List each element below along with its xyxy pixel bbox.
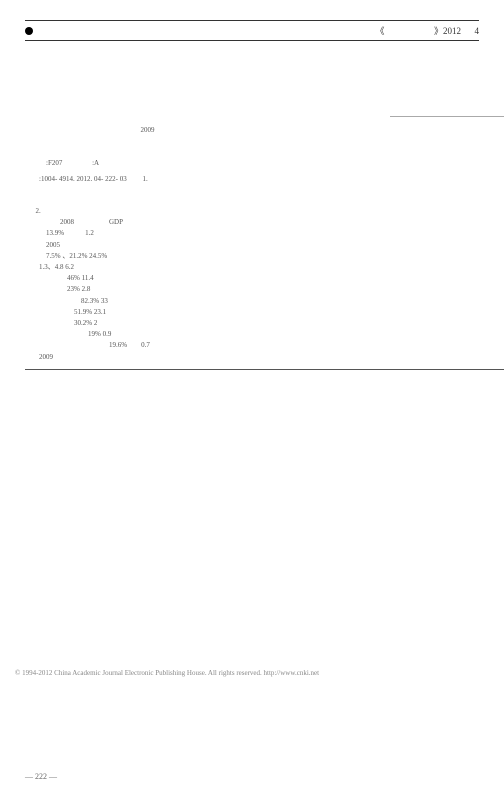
journal-spacer <box>463 26 472 36</box>
article-title-block: 2009 <box>25 63 504 106</box>
article-id: :1004- 4914. 2012. 04- 222- 03 <box>39 175 127 183</box>
left-column: 2009 2009 2009 61 <box>25 53 504 791</box>
article-title <box>25 63 504 81</box>
page-header: 《 》2012 4 <box>25 24 479 41</box>
header-dot <box>25 27 33 35</box>
title-year: 2009 <box>25 81 504 95</box>
footnote-rule <box>25 369 504 370</box>
journal-year: 》2012 <box>434 26 461 36</box>
classification-row: :F207 :A <box>25 158 504 169</box>
author-line <box>25 95 504 106</box>
keywords <box>25 141 504 152</box>
title-rule <box>390 116 504 117</box>
journal-name <box>387 26 432 36</box>
body-para-1 <box>25 190 504 201</box>
section-2-para: 2. 2008 GDP 13.9% 1.2 2005 7.5% 、21.2% 2… <box>25 206 504 363</box>
journal-ref: 《 》2012 4 <box>375 24 479 37</box>
abstract: 2009 2009 61 <box>25 125 504 136</box>
content-columns: 2009 2009 2009 61 <box>25 53 479 791</box>
journal-prefix: 《 <box>375 26 384 36</box>
journal-issue: 4 <box>475 26 480 36</box>
article-id-row: :1004- 4914. 2012. 04- 222- 03 1. <box>25 174 504 185</box>
doc-code: :A <box>92 159 99 167</box>
copyright-line: © 1994-2012 China Academic Journal Elect… <box>15 669 319 677</box>
page-number: — 222 — <box>25 772 57 781</box>
footnote-text <box>25 373 504 383</box>
top-rule <box>25 20 479 21</box>
class-code: :F207 <box>46 159 62 167</box>
